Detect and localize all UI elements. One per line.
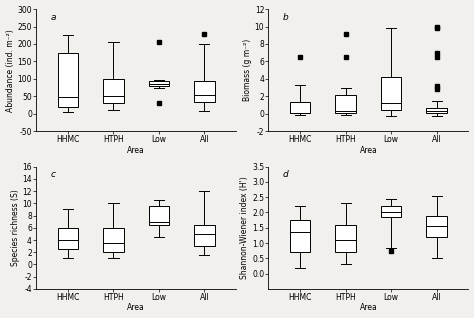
X-axis label: Area: Area <box>360 303 377 313</box>
PathPatch shape <box>381 206 401 217</box>
PathPatch shape <box>427 108 447 114</box>
Text: c: c <box>50 170 55 179</box>
PathPatch shape <box>103 79 124 103</box>
X-axis label: Area: Area <box>128 146 145 155</box>
PathPatch shape <box>427 216 447 237</box>
PathPatch shape <box>290 102 310 114</box>
PathPatch shape <box>58 53 78 107</box>
Text: b: b <box>283 13 288 22</box>
Text: a: a <box>50 13 55 22</box>
Text: d: d <box>283 170 288 179</box>
PathPatch shape <box>103 228 124 252</box>
PathPatch shape <box>194 81 215 101</box>
Y-axis label: Biomass (g m⁻²): Biomass (g m⁻²) <box>243 39 252 101</box>
X-axis label: Area: Area <box>360 146 377 155</box>
PathPatch shape <box>149 81 169 86</box>
PathPatch shape <box>290 220 310 252</box>
X-axis label: Area: Area <box>128 303 145 313</box>
Y-axis label: Abundance (ind. m⁻²): Abundance (ind. m⁻²) <box>6 29 15 112</box>
PathPatch shape <box>149 206 169 225</box>
PathPatch shape <box>336 225 356 252</box>
Y-axis label: Shannon-Wiener index (H'): Shannon-Wiener index (H') <box>240 176 249 279</box>
PathPatch shape <box>381 77 401 110</box>
PathPatch shape <box>194 225 215 246</box>
Y-axis label: Species richness (S): Species richness (S) <box>10 190 19 266</box>
PathPatch shape <box>336 95 356 114</box>
PathPatch shape <box>58 228 78 249</box>
